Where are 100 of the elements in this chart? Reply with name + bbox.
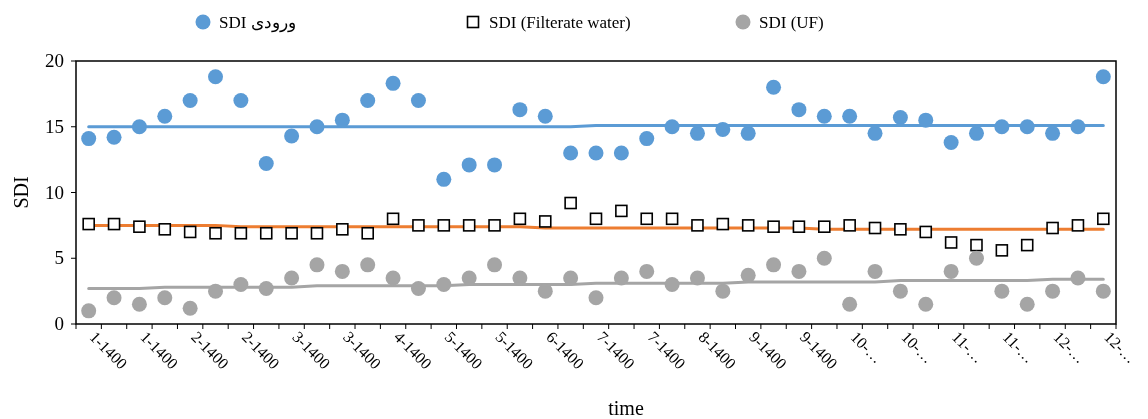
point [563, 145, 579, 161]
point [1045, 283, 1061, 299]
point [259, 226, 273, 240]
y-tick-label: 0 [54, 313, 64, 334]
point [943, 263, 959, 279]
point [284, 270, 300, 286]
point [1019, 296, 1035, 312]
point [133, 220, 146, 233]
point [81, 303, 97, 319]
point [741, 219, 755, 232]
point [894, 223, 907, 236]
point [588, 290, 604, 306]
point [462, 219, 476, 232]
point [208, 283, 224, 299]
point [1095, 69, 1111, 85]
point [564, 196, 577, 210]
point [361, 226, 375, 240]
point [436, 171, 452, 187]
point [360, 92, 376, 108]
point [1046, 221, 1059, 235]
point [715, 121, 731, 137]
point [740, 267, 756, 283]
point [436, 277, 452, 293]
point [944, 236, 958, 249]
point [258, 156, 274, 172]
point [461, 157, 477, 173]
point [360, 257, 376, 273]
point [791, 263, 807, 279]
point [689, 125, 705, 141]
point [385, 75, 401, 91]
point [1097, 212, 1110, 226]
point [1020, 238, 1034, 252]
point [537, 108, 553, 124]
point [208, 69, 224, 85]
point [664, 119, 680, 135]
point [258, 281, 274, 296]
point [309, 257, 325, 273]
point [284, 128, 300, 144]
point [487, 257, 503, 273]
point [410, 92, 426, 108]
point [1070, 270, 1086, 286]
point [412, 219, 425, 232]
point [233, 277, 249, 293]
point [209, 226, 222, 240]
point [691, 219, 704, 232]
point [1045, 125, 1061, 141]
point [943, 135, 959, 151]
point [309, 119, 325, 135]
point [816, 250, 832, 266]
point [157, 290, 173, 306]
point [766, 257, 782, 273]
point [665, 212, 679, 226]
point [310, 226, 324, 240]
point [792, 220, 806, 233]
point [437, 219, 451, 232]
point [588, 145, 604, 161]
point [816, 108, 832, 124]
point [386, 212, 400, 226]
point [512, 102, 528, 118]
y-axis-title: SDI [10, 176, 32, 209]
legend-label: SDI (UF) [759, 13, 824, 32]
point [461, 270, 477, 286]
point [664, 277, 680, 293]
point [968, 250, 984, 266]
point [868, 221, 882, 235]
point [970, 238, 983, 252]
point [791, 102, 807, 118]
point [995, 244, 1009, 257]
point [334, 263, 350, 279]
point [767, 220, 780, 233]
point [81, 131, 97, 147]
point [1070, 119, 1086, 135]
point [285, 226, 298, 240]
point [766, 79, 782, 95]
point [106, 129, 122, 145]
point [334, 112, 350, 128]
point [918, 112, 934, 128]
point [589, 212, 603, 226]
point [538, 215, 552, 228]
point [919, 225, 933, 239]
point [892, 110, 908, 126]
point [182, 92, 198, 108]
point [842, 108, 858, 124]
point [488, 219, 501, 232]
point [410, 281, 426, 296]
point [843, 219, 856, 232]
point [513, 212, 527, 226]
point [158, 223, 172, 236]
point [817, 220, 831, 233]
point [131, 119, 147, 135]
point [640, 212, 654, 226]
point [842, 296, 858, 312]
point [715, 283, 731, 299]
point [994, 119, 1010, 135]
point [1071, 219, 1085, 232]
point [867, 263, 883, 279]
point [867, 125, 883, 141]
y-tick-label: 10 [45, 181, 64, 203]
point [639, 131, 655, 147]
point [615, 204, 628, 218]
